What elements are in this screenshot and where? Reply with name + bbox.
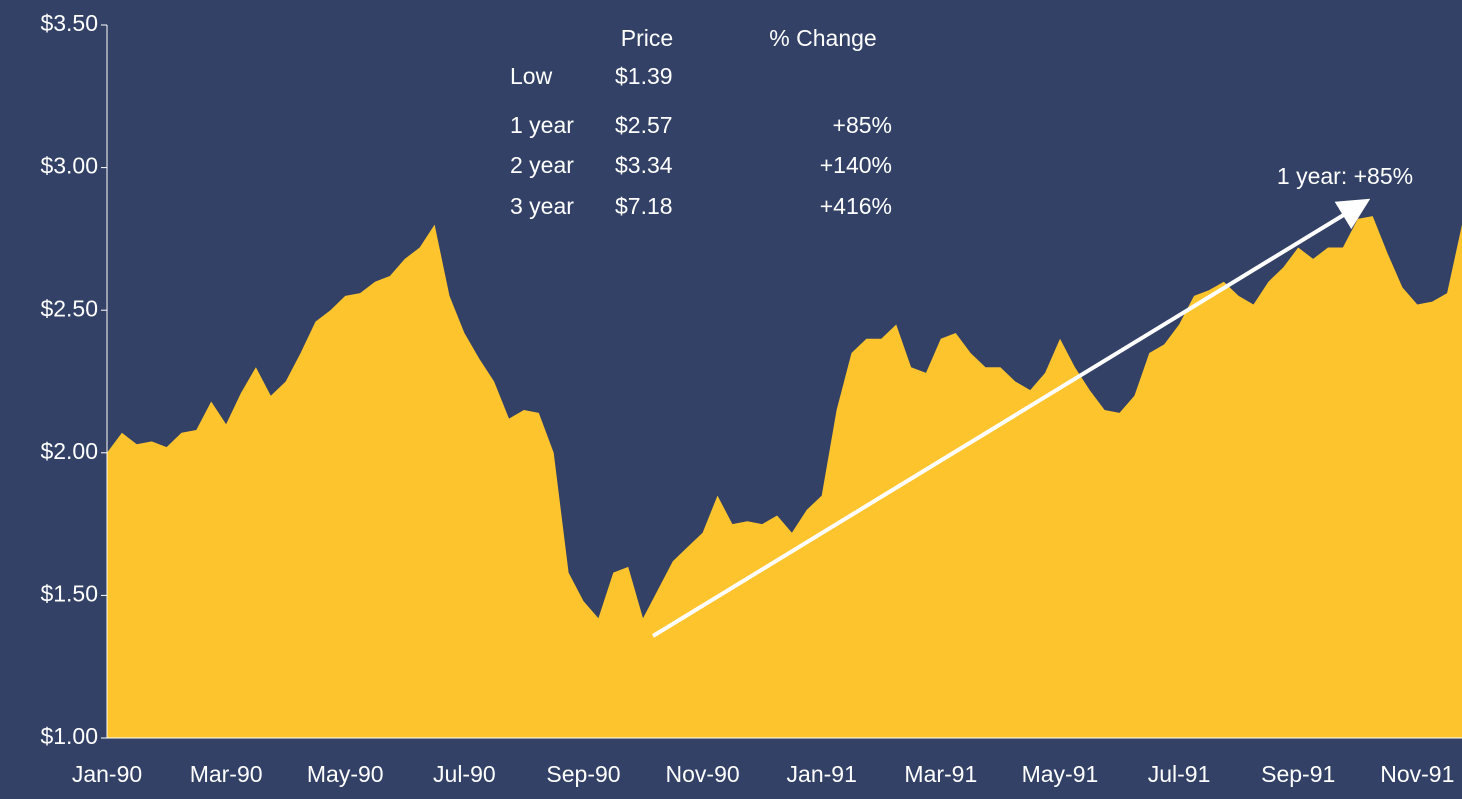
x-tick-label: Sep-90 xyxy=(546,761,620,787)
row-label: 1 year xyxy=(510,112,574,138)
y-tick-label: $2.50 xyxy=(40,295,98,321)
price-area xyxy=(107,216,1462,739)
x-tick-label: Mar-91 xyxy=(904,761,977,787)
table-header: Price xyxy=(621,25,673,51)
x-tick-label: Sep-91 xyxy=(1261,761,1335,787)
row-change: +140% xyxy=(820,152,892,178)
stats-table: Low $1.39 1 year $2.57 +85% 2 year $3.34 +140% 3… xyxy=(510,63,892,219)
row-label: 3 year xyxy=(510,193,574,219)
trend-arrow xyxy=(651,198,1371,638)
row-change: +85% xyxy=(833,112,892,138)
row-price: $3.34 xyxy=(615,152,673,178)
x-tick-label: Jan-91 xyxy=(787,761,857,787)
row-change: +416% xyxy=(820,193,892,219)
x-tick-label: Jan-90 xyxy=(72,761,142,787)
x-tick-label: May-90 xyxy=(307,761,384,787)
y-tick-label: $1.50 xyxy=(40,580,98,606)
x-tick-label: Nov-90 xyxy=(666,761,740,787)
x-tick-label: Jul-91 xyxy=(1148,761,1211,787)
x-tick-label: May-91 xyxy=(1022,761,1099,787)
table-header: % Change xyxy=(769,25,876,51)
plot-area: $1.00 $1.50 $2.00 $2.50 $3.00 $3.50 Jan-90 Mar-… xyxy=(40,10,1462,787)
row-label: 2 year xyxy=(510,152,574,178)
y-tick-label: $2.00 xyxy=(40,438,98,464)
row-label: Low xyxy=(510,63,553,89)
row-price: $7.18 xyxy=(615,193,673,219)
x-tick-label: Mar-90 xyxy=(190,761,263,787)
y-tick-label: $3.50 xyxy=(40,10,98,36)
y-tick-label: $3.00 xyxy=(40,153,98,179)
x-tick-label: Jul-90 xyxy=(433,761,496,787)
x-tick-label: Nov-91 xyxy=(1380,761,1454,787)
y-tick-label: $1.00 xyxy=(40,723,98,749)
row-price: $2.57 xyxy=(615,112,673,138)
annotation: 1 year: +85% xyxy=(1277,163,1413,189)
row-price: $1.39 xyxy=(615,63,673,89)
